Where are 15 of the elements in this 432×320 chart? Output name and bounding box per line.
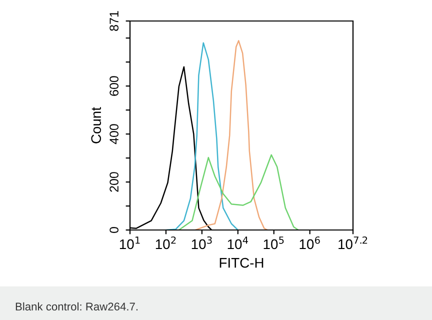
y-tick-label: 400 bbox=[110, 124, 118, 144]
x-tick-label: 10$^{2}$ bbox=[156, 236, 176, 250]
text: Blank control: Raw264.7. bbox=[16, 302, 138, 311]
x-tick-label: 10$^{7.2}$ bbox=[338, 236, 368, 250]
x-axis-title: FITC-H bbox=[220, 258, 264, 268]
y-tick-label: 871 bbox=[110, 11, 118, 31]
x-tick-label: 10$^{4}$ bbox=[228, 236, 248, 250]
x-tick-label: 10$^{5}$ bbox=[264, 236, 284, 250]
y-tick-label: 200 bbox=[110, 172, 118, 192]
x-tick-label: 10$^{6}$ bbox=[300, 236, 320, 250]
y-tick-label: 0 bbox=[110, 227, 118, 233]
x-tick-label: 10$^{3}$ bbox=[192, 236, 212, 250]
y-axis-title: Count bbox=[91, 107, 102, 144]
x-tick-label: 10$^{1}$ bbox=[120, 236, 140, 250]
y-tick-label: 600 bbox=[110, 76, 118, 96]
